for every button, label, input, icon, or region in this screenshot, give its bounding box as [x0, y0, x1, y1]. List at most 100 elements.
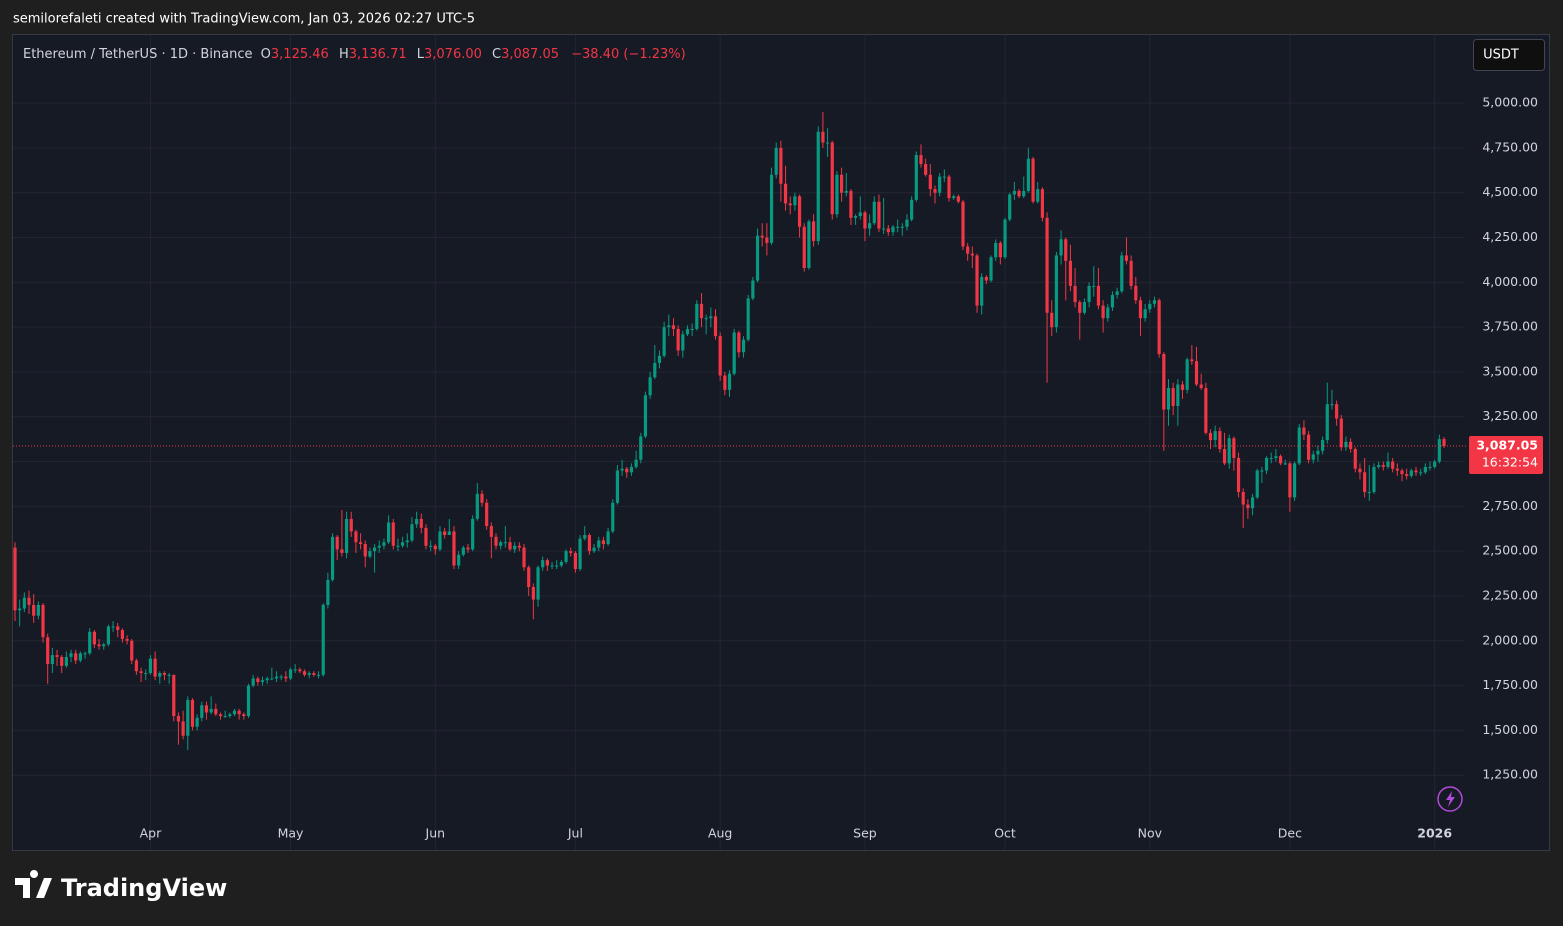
candle-body [209, 708, 213, 713]
candle-body [1236, 457, 1241, 493]
candle-body [821, 131, 825, 143]
candle-body [667, 325, 671, 328]
last-price-label: 3,087.05 [1476, 437, 1538, 452]
currency-label[interactable]: USDT [1483, 48, 1519, 63]
candle-body [587, 535, 592, 552]
candle-body [900, 226, 904, 228]
y-tick-label: 2,250.00 [1482, 587, 1538, 602]
legend-symbol: Ethereum / TetherUS · 1D · Binance [23, 47, 253, 62]
currency-button[interactable] [1473, 39, 1545, 71]
candle-body [1358, 468, 1362, 473]
candle-body [639, 436, 643, 460]
candle-body [293, 669, 297, 671]
candle-body [928, 174, 932, 190]
candle-body [372, 547, 377, 552]
candle-body [844, 190, 848, 193]
candle-body [592, 547, 596, 552]
candle-body [326, 579, 330, 605]
candle-body [797, 196, 802, 227]
candle-body [218, 714, 223, 717]
candle-body [1292, 463, 1297, 498]
candle-body [116, 626, 120, 631]
candle-body [405, 540, 409, 543]
candle-body [302, 671, 307, 675]
candle-body [1386, 461, 1390, 467]
candle-body [1022, 190, 1026, 197]
candle-body [615, 470, 620, 503]
candle-body [158, 673, 162, 677]
candle-body [471, 518, 475, 550]
candle-body [284, 676, 288, 679]
candle-body [36, 604, 40, 616]
candle-body [671, 325, 676, 329]
candle-body [597, 540, 601, 548]
candle-body [578, 538, 582, 570]
candle-body [251, 678, 255, 686]
candle-body [60, 656, 64, 666]
candle-body [1288, 463, 1292, 498]
candle-body [237, 710, 241, 715]
y-tick-label: 1,250.00 [1482, 767, 1538, 782]
candle-body [863, 212, 867, 229]
candle-body [938, 176, 942, 193]
candle-body [1157, 300, 1161, 355]
candle-body [167, 674, 171, 676]
candle-body [807, 221, 811, 268]
candle-body [802, 226, 806, 268]
candle-body [709, 316, 713, 319]
candle-body [1250, 497, 1255, 509]
candle-body [148, 658, 153, 674]
candle-body [751, 280, 755, 299]
candle-body [246, 685, 251, 717]
candle-body [783, 183, 788, 204]
candle-body [144, 673, 148, 675]
legend-value: 3,125.46 [271, 47, 329, 62]
candle-body [1106, 307, 1110, 319]
candle-body [527, 567, 531, 588]
candle-body [1349, 441, 1353, 450]
candle-body [858, 212, 862, 217]
candle-body [443, 531, 447, 536]
candle-body [1152, 300, 1157, 304]
candle-body [629, 466, 634, 473]
candle-body [947, 176, 951, 199]
candle-body [1064, 239, 1068, 261]
candle-body [298, 669, 302, 672]
candle-body [545, 560, 549, 566]
candle-body [1180, 384, 1185, 390]
candle-body [919, 155, 923, 165]
candle-body [83, 653, 87, 655]
candle-body [433, 545, 437, 550]
lightning-icon[interactable] [1437, 786, 1463, 812]
candle-body [1372, 466, 1376, 493]
candle-body [41, 604, 45, 638]
candle-body [765, 237, 769, 243]
x-tick-label: Jul [567, 826, 583, 841]
candle-body [1031, 158, 1035, 202]
candle-body [1050, 312, 1054, 328]
candle-body [933, 189, 937, 193]
candle-body [256, 678, 260, 682]
candle-body [1092, 285, 1096, 287]
candle-body [1134, 285, 1138, 301]
candle-body [1059, 239, 1063, 256]
candle-body [569, 551, 573, 553]
candle-body [214, 708, 218, 715]
candle-body [46, 637, 50, 665]
candle-body [517, 545, 521, 548]
candle-body [681, 334, 685, 351]
candle-body [1213, 431, 1217, 441]
candle-body [676, 328, 680, 351]
candle-body [274, 676, 279, 679]
candle-body [508, 542, 512, 550]
candle-body [1003, 219, 1007, 258]
candle-body [1204, 388, 1208, 433]
candle-body [1428, 466, 1432, 468]
candle-body [228, 714, 232, 717]
brand-logo: TradingView [15, 869, 227, 902]
candle-body [924, 164, 928, 175]
candle-body [195, 717, 199, 727]
candle-body [401, 542, 405, 546]
candle-body [816, 131, 820, 242]
